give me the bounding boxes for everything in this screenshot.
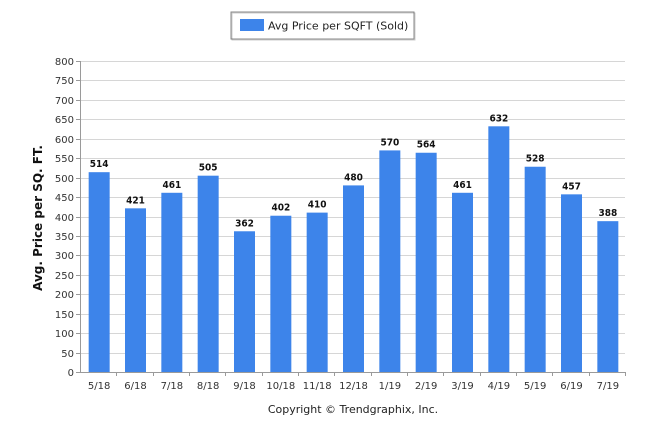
- x-tick-label: 5/18: [88, 381, 110, 392]
- x-tick-label: 4/19: [488, 381, 510, 392]
- y-tick-label: 50: [61, 349, 74, 360]
- y-tick-label: 150: [55, 310, 74, 321]
- bar: [197, 175, 219, 372]
- x-tick-label: 11/18: [303, 381, 332, 392]
- y-tick-label: 650: [55, 115, 74, 126]
- y-tick-label: 750: [55, 76, 74, 87]
- x-tick-label: 2/19: [415, 381, 437, 392]
- bar: [88, 172, 110, 372]
- x-tick-label: 9/18: [233, 381, 255, 392]
- bar: [379, 150, 401, 372]
- x-tick-label: 7/18: [161, 381, 183, 392]
- bar: [161, 192, 183, 372]
- data-label: 461: [453, 180, 472, 191]
- bar: [306, 212, 328, 372]
- data-label: 528: [526, 154, 545, 165]
- data-label: 421: [126, 195, 145, 206]
- bars: 514 421 461 505 362 402 410 480 570 564 461 632 528 4…: [88, 113, 619, 372]
- bar: [415, 152, 437, 372]
- y-axis: 0 50 100 150 200 250 300 350 400 450 500 550 600 650 7…: [55, 57, 81, 379]
- data-label: 457: [562, 181, 581, 192]
- y-tick-label: 100: [55, 329, 74, 340]
- data-label: 632: [489, 113, 508, 124]
- x-tick-label: 10/18: [266, 381, 295, 392]
- x-tick-label: 7/19: [597, 381, 619, 392]
- y-axis-title: Avg. Price per SQ. FT.: [31, 145, 45, 291]
- y-tick-label: 200: [55, 290, 74, 301]
- x-tick-label: 6/18: [124, 381, 146, 392]
- data-label: 410: [308, 200, 327, 211]
- data-label: 461: [162, 180, 181, 191]
- x-tick-label: 6/19: [560, 381, 582, 392]
- x-tick-label: 1/19: [379, 381, 401, 392]
- legend: Avg Price per SQFT (Sold): [230, 11, 416, 41]
- bar: [125, 208, 146, 372]
- data-label: 480: [344, 172, 363, 183]
- bar: [597, 221, 619, 372]
- x-tick-label: 12/18: [339, 381, 368, 392]
- bar: [488, 126, 510, 372]
- data-label: 402: [271, 203, 290, 214]
- bar: [524, 166, 546, 372]
- bar: [270, 215, 292, 372]
- x-tick-label: 5/19: [524, 381, 546, 392]
- x-axis: 5/18 6/18 7/18 8/18 9/18 10/18 11/18 12/18 1/19 2…: [88, 372, 626, 392]
- y-tick-label: 350: [55, 232, 74, 243]
- data-label: 564: [417, 140, 436, 151]
- data-label: 362: [235, 218, 254, 229]
- y-tick-label: 550: [55, 154, 74, 165]
- legend-border-shadow: [231, 12, 416, 41]
- y-tick-label: 700: [55, 96, 74, 107]
- y-tick-label: 450: [55, 193, 74, 204]
- x-tick-label: 8/18: [197, 381, 219, 392]
- bar: [343, 185, 364, 372]
- data-label: 570: [380, 137, 399, 148]
- legend-swatch: [240, 19, 264, 31]
- bar: [452, 192, 473, 372]
- copyright-footer: Copyright © Trendgraphix, Inc.: [268, 403, 438, 416]
- y-tick-label: 400: [55, 213, 74, 224]
- y-tick-label: 300: [55, 251, 74, 262]
- y-tick-label: 600: [55, 135, 74, 146]
- data-label: 388: [598, 208, 617, 219]
- y-tick-label: 500: [55, 174, 74, 185]
- y-tick-label: 0: [68, 368, 74, 379]
- bar: [561, 194, 582, 372]
- data-label: 505: [199, 163, 218, 174]
- bar: [234, 231, 255, 372]
- y-tick-label: 250: [55, 271, 74, 282]
- y-tick-label: 800: [55, 57, 74, 68]
- legend-label: Avg Price per SQFT (Sold): [268, 20, 408, 33]
- x-tick-label: 3/19: [451, 381, 473, 392]
- data-label: 514: [90, 159, 109, 170]
